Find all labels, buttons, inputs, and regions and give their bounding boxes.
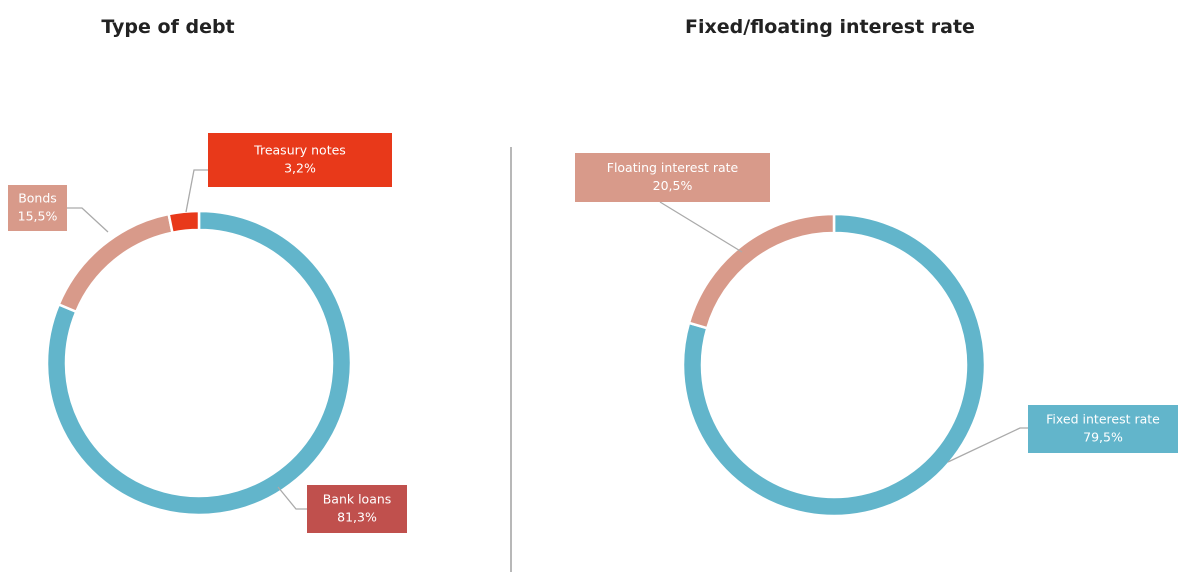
donut-segment (45, 209, 353, 517)
leader-line (947, 427, 1028, 463)
label-box (208, 133, 392, 187)
label-box (1028, 405, 1178, 453)
chart-title: Fixed/floating interest rate (685, 16, 975, 38)
label-category: Bank loans (323, 492, 392, 507)
donut-segment (57, 212, 174, 314)
label-category: Bonds (18, 191, 57, 206)
donut-segment (681, 212, 987, 518)
leader-line (67, 207, 109, 233)
label-category: Floating interest rate (607, 160, 739, 175)
label-value: 3,2% (284, 161, 316, 176)
label-box (8, 185, 67, 231)
label-value: 15,5% (18, 209, 58, 224)
leader-line (277, 486, 307, 510)
leader-line (659, 201, 743, 253)
donut-segment (167, 209, 201, 235)
label-box (307, 485, 407, 533)
label-box (575, 153, 770, 202)
label-value: 81,3% (337, 510, 377, 525)
label-value: 20,5% (653, 178, 693, 193)
label-category: Fixed interest rate (1046, 412, 1160, 427)
leader-line (185, 169, 208, 213)
donut-segment (687, 212, 836, 330)
chart-title: Type of debt (101, 16, 234, 38)
label-category: Treasury notes (253, 143, 346, 158)
label-value: 79,5% (1083, 430, 1123, 445)
